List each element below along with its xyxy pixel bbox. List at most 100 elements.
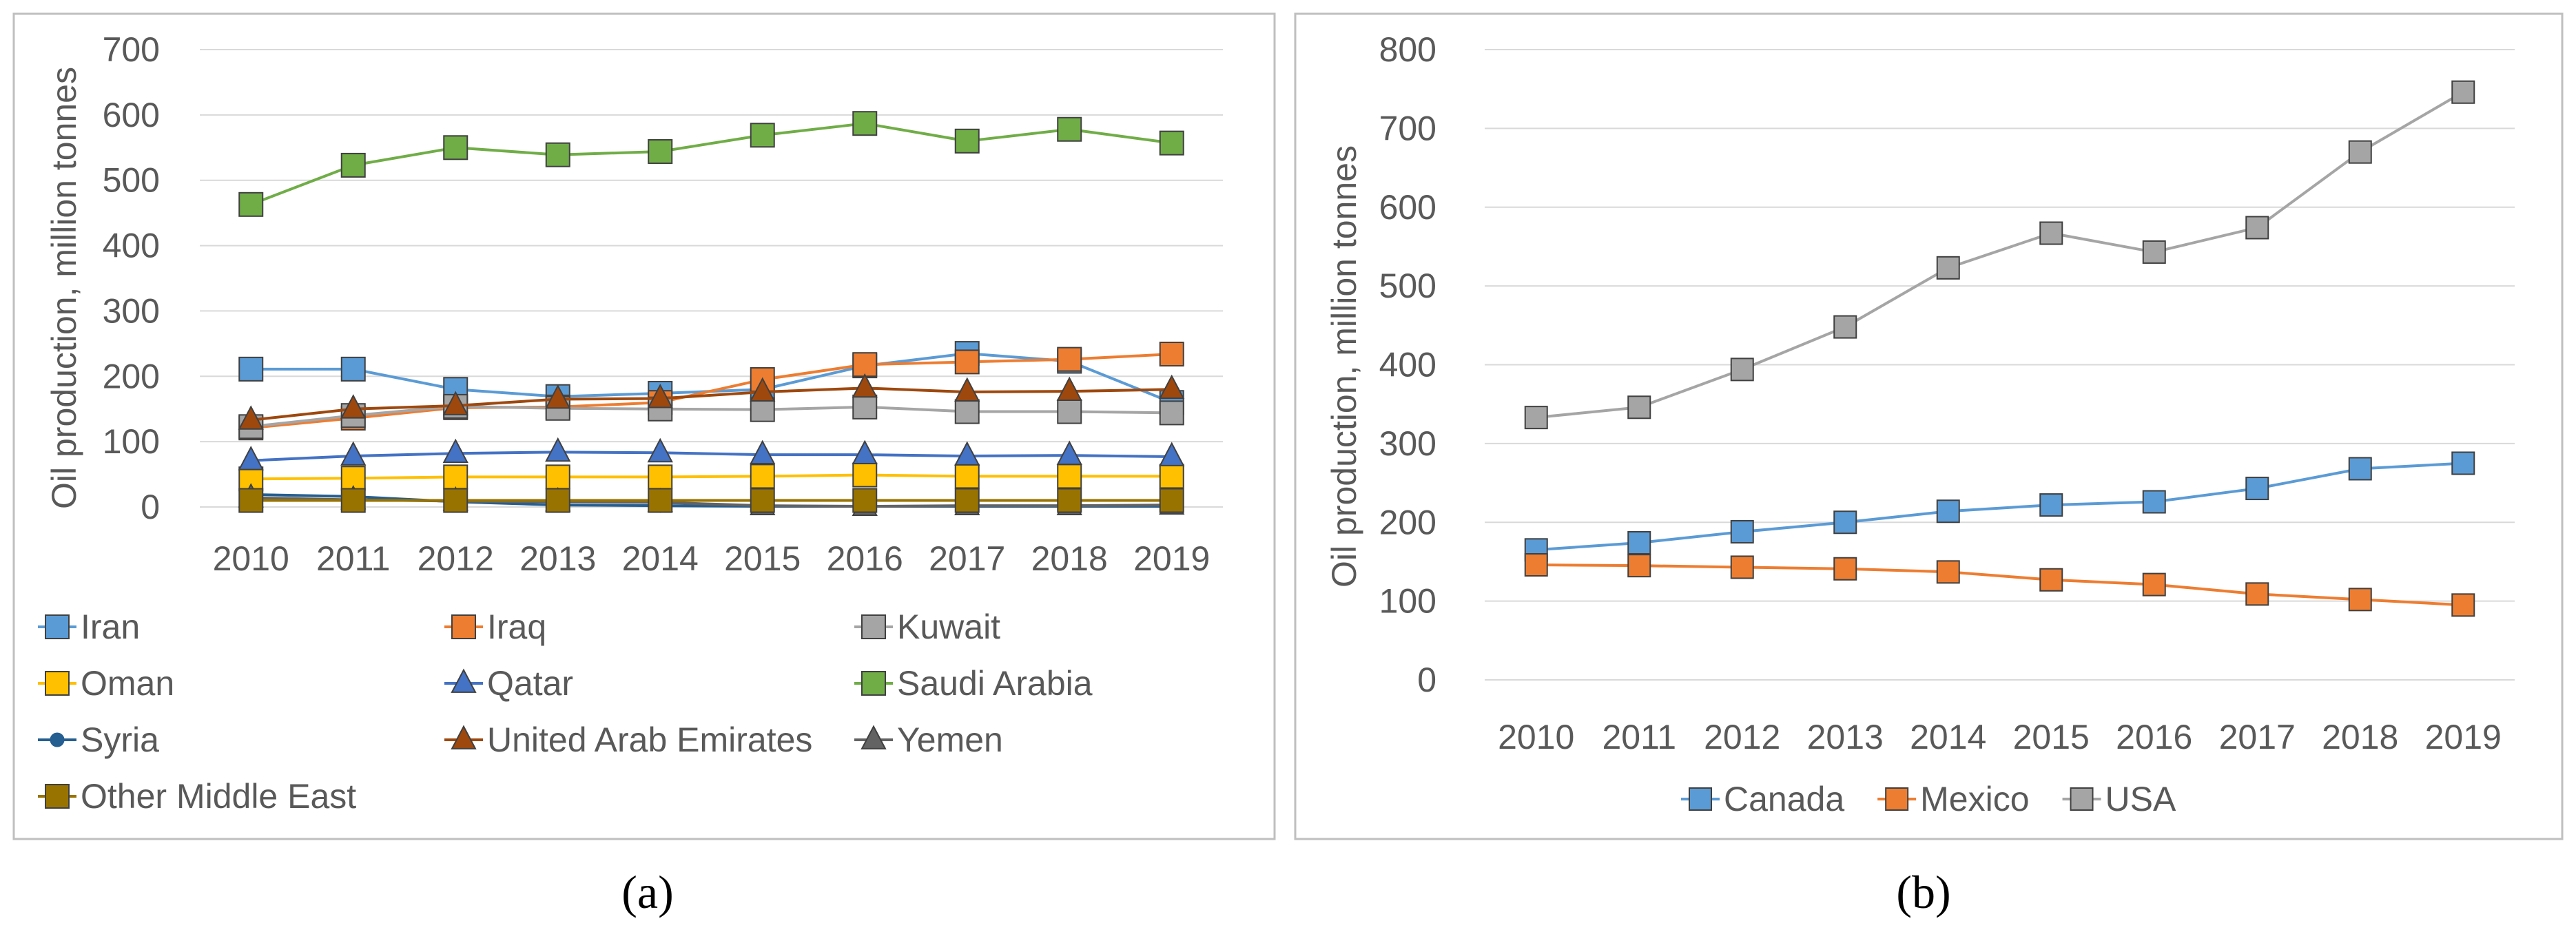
panel-a-y-tick-300: 300 xyxy=(103,291,160,330)
panel-a-gridlines xyxy=(200,49,1223,508)
panel-a-point-other-middle-east-2019 xyxy=(1159,488,1184,513)
panel-a-legend-marker-oman xyxy=(45,671,70,696)
panel-b-line-usa xyxy=(1536,91,2464,420)
panel-a-point-saudi-arabia-2011 xyxy=(340,152,366,178)
panel-a-line-qatar xyxy=(251,451,1172,462)
panel-a-point-iraq-2016 xyxy=(852,352,878,377)
panel-a-legend-label-saudi-arabia: Saudi Arabia xyxy=(897,664,1093,703)
panel-b-x-tick-2013: 2013 xyxy=(1807,718,1884,756)
panel-b-legend-marker-canada xyxy=(1689,787,1712,811)
panel-a-legend-iran: Iran xyxy=(38,608,140,646)
panel-a-point-iraq-2017 xyxy=(954,349,980,375)
panel-a-y-tick-500: 500 xyxy=(103,161,160,200)
panel-b-point-mexico-2016 xyxy=(2142,572,2166,597)
panel-a-point-oman-2018 xyxy=(1057,464,1082,489)
panel-b-x-tick-2016: 2016 xyxy=(2116,718,2192,756)
panel-b-legend-canada: Canada xyxy=(1681,780,1844,818)
panel-a-line-kuwait xyxy=(251,404,1172,428)
panel-b-y-tick-700: 700 xyxy=(1379,109,1436,147)
panel-a-legend-united-arab-emirates: United Arab Emirates xyxy=(444,721,812,759)
panel-b-point-mexico-2019 xyxy=(2451,593,2475,617)
panel-a-line-saudi-arabia xyxy=(250,122,1173,206)
panel-a-series-saudi-arabia xyxy=(238,111,1184,217)
panel-a-y-tick-0: 0 xyxy=(141,488,160,526)
panel-a-point-other-middle-east-2014 xyxy=(648,488,673,513)
panel-b-point-usa-2018 xyxy=(2348,140,2372,164)
panel-b-point-canada-2016 xyxy=(2142,490,2166,514)
panel-a-frame xyxy=(12,12,1276,840)
panel-a-point-saudi-arabia-2014 xyxy=(648,138,673,164)
panel-b-point-usa-2012 xyxy=(1730,358,1754,382)
panel-b-series-canada xyxy=(1524,451,2475,562)
panel-a-point-kuwait-2017 xyxy=(954,399,980,424)
panel-a-legend-label-yemen: Yemen xyxy=(897,721,1003,759)
panel-a-point-united-arab-emirates-2016 xyxy=(852,373,878,398)
panel-a-point-oman-2017 xyxy=(954,464,980,489)
panel-b-legend-label-mexico: Mexico xyxy=(1920,780,2029,818)
panel-b-series-mexico xyxy=(1524,553,2475,617)
panel-a-y-tick-600: 600 xyxy=(103,96,160,134)
panel-b-point-mexico-2014 xyxy=(1936,560,1960,584)
panel-a-legend-other-middle-east: Other Middle East xyxy=(38,777,356,816)
panel-b-y-tick-200: 200 xyxy=(1379,503,1436,541)
panel-a-legend-oman: Oman xyxy=(38,664,174,703)
panel-a-point-oman-2019 xyxy=(1159,464,1184,489)
panel-a-y-tick-700: 700 xyxy=(103,30,160,69)
panel-b-point-usa-2016 xyxy=(2142,240,2166,264)
panel-a-legend-label-qatar: Qatar xyxy=(487,664,573,703)
panel-a-series-iran xyxy=(238,341,1184,415)
panel-a-point-qatar-2014 xyxy=(647,437,673,463)
panel-a-legend-label-syria: Syria xyxy=(81,721,159,759)
panel-b-legend-label-canada: Canada xyxy=(1724,780,1844,818)
panel-b-point-canada-2013 xyxy=(1833,510,1857,535)
panel-b-series xyxy=(1524,80,2475,617)
panel-b-x-tick-2015: 2015 xyxy=(2013,718,2090,756)
panel-a-point-qatar-2012 xyxy=(442,438,468,464)
panel-a-x-tick-2010: 2010 xyxy=(213,539,289,578)
panel-a-point-other-middle-east-2017 xyxy=(954,488,980,513)
panel-a-point-other-middle-east-2011 xyxy=(340,488,366,513)
panel-b-point-usa-2014 xyxy=(1936,256,1960,280)
panel-a-legend-marker-iran xyxy=(45,614,70,639)
panel-a-point-saudi-arabia-2016 xyxy=(852,111,878,136)
panel-a-legend-label-oman: Oman xyxy=(81,664,174,703)
panel-b-point-canada-2014 xyxy=(1936,499,1960,524)
panel-a-legend-marker-saudi-arabia xyxy=(861,671,886,696)
panel-a-point-qatar-2013 xyxy=(545,437,571,462)
panel-b-legend-marker-mexico xyxy=(1885,787,1909,811)
panel-a-legend-label-united-arab-emirates: United Arab Emirates xyxy=(487,721,812,759)
panel-a-point-saudi-arabia-2017 xyxy=(954,128,980,154)
panel-b-y-tick-0: 0 xyxy=(1417,661,1436,699)
panel-b-x-tick-2014: 2014 xyxy=(1910,718,1986,756)
panel-b-y-tick-400: 400 xyxy=(1379,346,1436,384)
panel-a-legend-iraq: Iraq xyxy=(444,608,546,646)
panel-a-line-oman xyxy=(251,473,1172,481)
panel-b-point-canada-2018 xyxy=(2348,457,2372,481)
panel-a-point-saudi-arabia-2019 xyxy=(1159,130,1184,156)
panel-b-x-tick-2018: 2018 xyxy=(2322,718,2398,756)
panel-a-legend-marker-united-arab-emirates xyxy=(451,725,477,749)
panel-a-legend-marker-other-middle-east xyxy=(45,784,70,809)
panel-a-point-oman-2013 xyxy=(545,464,570,490)
panel-a-line-iraq xyxy=(251,353,1172,430)
panel-a-point-oman-2016 xyxy=(852,462,878,488)
panel-a-x-tick-2013: 2013 xyxy=(519,539,596,578)
panel-a-point-kuwait-2019 xyxy=(1159,400,1184,426)
panel-a-point-saudi-arabia-2015 xyxy=(750,123,775,148)
panel-a-point-united-arab-emirates-2010 xyxy=(238,405,264,430)
panel-a-legend-saudi-arabia: Saudi Arabia xyxy=(854,664,1093,703)
panel-a-point-iran-2010 xyxy=(238,356,264,382)
panel-a-point-other-middle-east-2016 xyxy=(852,488,878,513)
panel-b-y-tick-800: 800 xyxy=(1379,30,1436,69)
panel-a-series xyxy=(238,111,1185,516)
panel-a-point-oman-2014 xyxy=(648,464,673,490)
panel-b-x-tick-2017: 2017 xyxy=(2219,718,2296,756)
panel-b-y-tick-500: 500 xyxy=(1379,267,1436,305)
panel-a-point-united-arab-emirates-2017 xyxy=(954,377,980,402)
panel-a-point-united-arab-emirates-2014 xyxy=(647,384,673,408)
panel-b-point-mexico-2013 xyxy=(1833,557,1857,581)
panel-a-point-united-arab-emirates-2011 xyxy=(340,394,367,419)
panel-a-series-united-arab-emirates xyxy=(238,373,1185,430)
